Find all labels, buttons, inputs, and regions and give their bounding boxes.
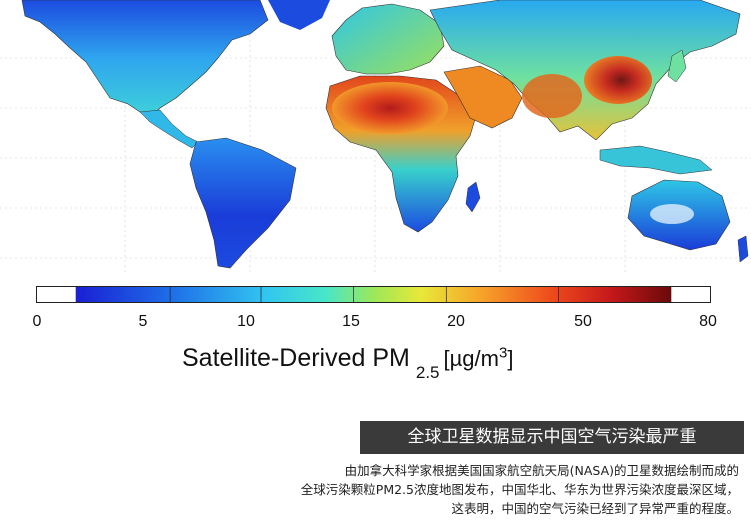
landmass-southeast-asia-islands bbox=[599, 145, 713, 175]
region-china-hotspot bbox=[584, 56, 652, 104]
caption-headline: 全球卫星数据显示中国空气污染最严重 bbox=[360, 421, 744, 454]
pm25-world-map bbox=[0, 0, 751, 272]
caption-line-1: 由加拿大科学家根据美国国家航空航天局(NASA)的卫星数据绘制而成的 bbox=[344, 463, 739, 478]
landmass-middle-east bbox=[443, 65, 523, 129]
landmass-north-america bbox=[21, 0, 269, 119]
colorbar-tick-0: 0 bbox=[32, 313, 42, 330]
colorbar-title-subscript: 2.5 bbox=[415, 363, 440, 382]
colorbar-tick-15: 15 bbox=[342, 313, 360, 330]
colorbar-title-unit: [µg/m3] bbox=[443, 344, 514, 371]
landmass-central-america bbox=[139, 109, 199, 149]
landmass-asia bbox=[429, 0, 741, 141]
colorbar-tick-50: 50 bbox=[574, 313, 592, 330]
caption-body: 由加拿大科学家根据美国国家航空航天局(NASA)的卫星数据绘制而成的 全球污染颗… bbox=[199, 461, 739, 518]
colorbar-tick-10: 10 bbox=[237, 313, 255, 330]
landmass-greenland bbox=[268, 0, 330, 30]
colorbar-title-main: Satellite-Derived PM bbox=[182, 344, 410, 372]
colorbar-title: Satellite-Derived PM 2.5[µg/m3] bbox=[182, 344, 514, 382]
landmass-south-america bbox=[189, 137, 297, 269]
unit-exponent: 3 bbox=[498, 344, 508, 362]
colorbar-tick-80: 80 bbox=[699, 313, 717, 330]
caption-line-3: 这表明，中国的空气污染已经到了异常严重的程度。 bbox=[451, 501, 739, 516]
colorbar-tick-20: 20 bbox=[447, 313, 465, 330]
region-australia-desert bbox=[650, 204, 694, 224]
caption-line-2: 全球污染颗粒PM2.5浓度地图发布，中国华北、华东为世界污染浓度最深区域， bbox=[300, 482, 739, 497]
landmass-madagascar bbox=[465, 181, 481, 213]
unit-prefix: [µg/m bbox=[443, 346, 499, 371]
region-sahara-hotspot bbox=[332, 82, 448, 134]
colorbar-gradient bbox=[36, 286, 711, 303]
landmass-japan bbox=[667, 49, 687, 83]
landmass-new-zealand bbox=[737, 235, 749, 263]
colorbar-tick-5: 5 bbox=[138, 313, 148, 330]
region-india-hotspot bbox=[522, 74, 582, 118]
landmass-europe bbox=[331, 3, 445, 75]
unit-suffix: ] bbox=[507, 346, 514, 371]
world-map-svg bbox=[0, 0, 751, 272]
colorbar bbox=[36, 286, 711, 303]
